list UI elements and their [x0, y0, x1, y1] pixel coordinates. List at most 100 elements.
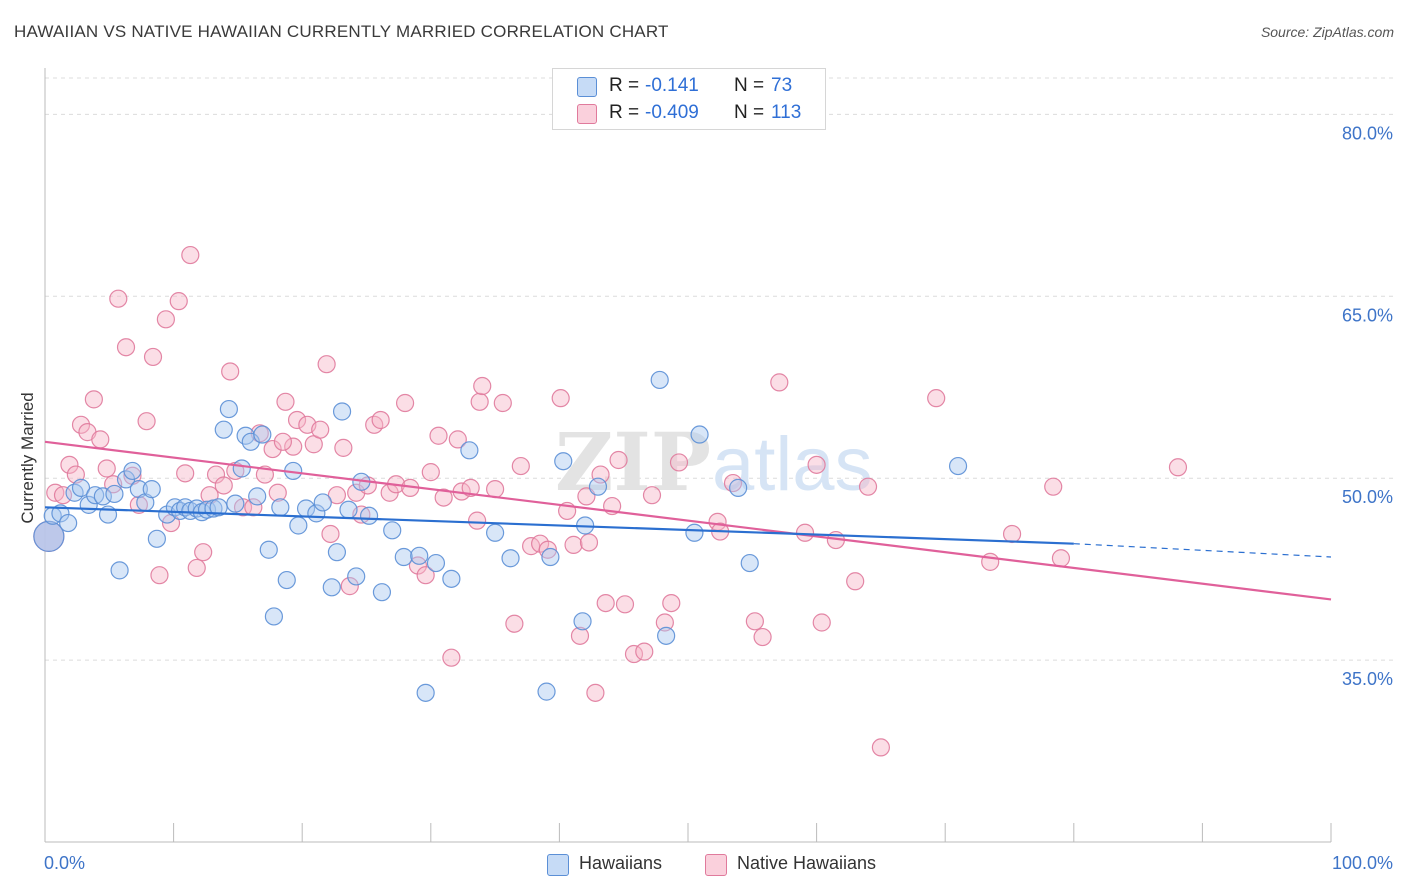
hawaiian-point	[253, 425, 272, 444]
hawaiian-point	[271, 498, 290, 517]
native-hawaiian-point	[221, 362, 240, 381]
hawaiian-point	[259, 540, 278, 559]
hawaiian-point	[541, 547, 560, 567]
native-hawaiian-point	[181, 245, 200, 265]
hawaiian-point	[383, 521, 402, 540]
native-hawaiian-point	[927, 389, 946, 408]
native-hawaiian-point	[143, 347, 163, 367]
hawaiian-point	[650, 370, 669, 390]
hawaiian-point	[123, 461, 142, 481]
hawaiian-point	[372, 583, 392, 602]
native-hawaiian-point	[317, 355, 336, 374]
hawaiian-point	[51, 504, 70, 523]
native-hawaiian-point	[327, 486, 347, 505]
hawaiian-point	[219, 399, 238, 419]
native-hawaiian-point	[448, 430, 467, 449]
native-hawaiian-point	[609, 450, 628, 470]
native-hawaiian-point	[635, 642, 654, 661]
hawaiian-point	[573, 612, 592, 631]
hawaiian-point	[554, 452, 573, 471]
native-hawaiian-point	[109, 289, 128, 308]
native-hawaiian-point	[745, 612, 764, 631]
hawaiian-point	[486, 523, 505, 542]
native-hawaiian-point	[187, 558, 206, 578]
native-hawaiian-point	[416, 566, 435, 585]
native-hawaiian-point	[340, 577, 359, 596]
y-tick-label: 50.0%	[1342, 487, 1393, 507]
watermark-zip: ZIP	[555, 415, 711, 509]
hawaiian-point	[657, 626, 676, 645]
native-hawaiian-point	[97, 459, 116, 478]
native-hawaiian-point	[53, 486, 73, 505]
native-hawaiian-point	[321, 524, 340, 544]
hawaiian-point	[359, 506, 379, 525]
native-hawaiian-point	[84, 390, 103, 409]
hawaiian-point	[33, 520, 65, 553]
native-hawaiian-point	[615, 595, 635, 614]
legend-r-label: R =	[609, 102, 640, 123]
hawaiian-point	[740, 553, 759, 573]
native-hawaiian-point	[473, 376, 492, 396]
y-axis-label: Currently Married	[18, 392, 37, 523]
hawaiian-point	[59, 513, 78, 533]
native-hawaiian-point	[60, 455, 79, 474]
native-hawaiian-point	[116, 338, 136, 357]
trend-lines	[44, 440, 1332, 601]
hawaiian-point	[147, 529, 166, 548]
native-hawaiian-point	[795, 523, 815, 542]
native-hawaiian-point	[194, 543, 213, 562]
native-hawaiian-point	[156, 310, 175, 329]
native-hawaiian-point	[807, 455, 826, 474]
native-hawaiian-point	[467, 511, 487, 530]
bottom-legend-label: Hawaiians	[579, 853, 663, 873]
hawaiian-point	[501, 549, 520, 568]
bottom-legend-label: Native Hawaiians	[737, 853, 877, 873]
native-hawaiian-point	[66, 465, 85, 484]
native-hawaiian-point	[311, 420, 330, 439]
hawaiians-trend-extension	[1073, 543, 1332, 558]
native-hawaiian-point	[408, 556, 428, 575]
native-hawaiian-point	[642, 486, 662, 505]
native-hawaiian-point	[871, 738, 891, 757]
hawaiian-point	[277, 570, 296, 590]
native-hawaiian-point	[846, 572, 865, 591]
bottom-legend-swatch-pink	[705, 854, 727, 876]
hawaiian-point	[313, 493, 332, 512]
native-hawaiian-point	[551, 389, 570, 408]
native-hawaiian-point	[169, 292, 188, 311]
native-hawaiian-point	[579, 533, 599, 552]
native-hawaiian-point	[753, 627, 772, 647]
native-hawaiian-point	[263, 439, 282, 459]
native-hawaiian-point	[1044, 477, 1063, 496]
legend-n-label: N =	[734, 102, 765, 123]
hawaiian-point	[264, 607, 284, 626]
native-hawaiian-point	[429, 426, 448, 445]
native-hawaiian-point	[276, 392, 295, 411]
native-hawaiians-trend-line	[44, 440, 1332, 601]
watermark-atlas: atlas	[712, 422, 873, 507]
hawaiian-point	[142, 480, 161, 499]
chart-title: HAWAIIAN VS NATIVE HAWAIIAN CURRENTLY MA…	[14, 22, 669, 41]
native-hawaiian-point	[268, 483, 287, 502]
legend-r-value: -0.141	[645, 75, 699, 96]
native-hawaiian-point	[176, 464, 195, 483]
hawaiian-point	[690, 425, 709, 444]
hawaiian-point	[105, 484, 124, 504]
hawaiian-point	[729, 478, 748, 497]
native-hawaiian-point	[655, 613, 674, 632]
native-hawaiian-point	[669, 453, 689, 472]
hawaiian-point	[248, 487, 267, 506]
hawaiian-point	[460, 441, 479, 460]
native-hawaiian-point	[723, 473, 743, 493]
y-tick-label: 80.0%	[1342, 123, 1393, 143]
hawaiian-point	[394, 547, 413, 567]
native-hawaiian-point	[434, 488, 453, 507]
native-hawaiian-point	[493, 393, 512, 413]
native-hawaiian-point	[150, 566, 169, 585]
native-hawaiian-point	[662, 593, 681, 613]
hawaiian-point	[347, 567, 366, 586]
legend-n-label: N =	[734, 75, 765, 96]
hawaiians-trend-line	[44, 506, 1074, 545]
hawaiian-point	[86, 486, 105, 505]
native-hawaiian-point	[570, 626, 590, 645]
